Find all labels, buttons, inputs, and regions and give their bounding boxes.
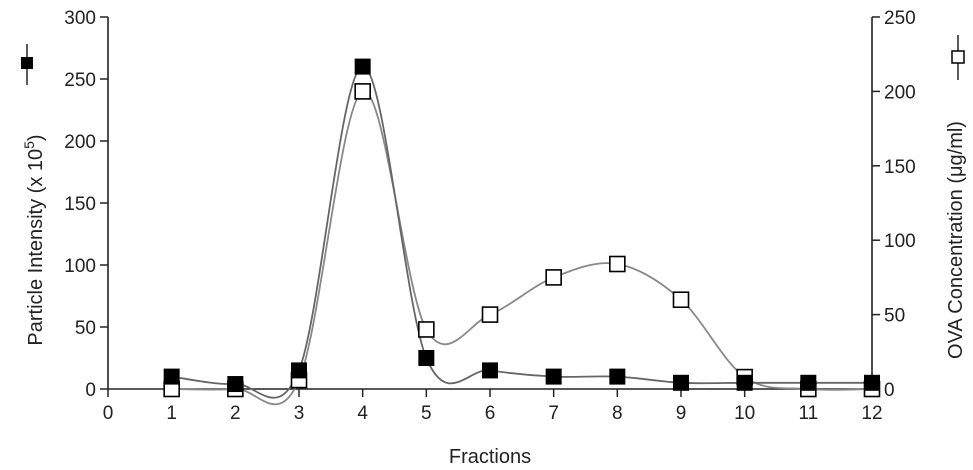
x-tick-label: 11	[798, 403, 818, 424]
ova-concentration-point	[354, 83, 371, 100]
ova-concentration-point	[545, 269, 562, 286]
y-right-tick-label: 250	[884, 8, 916, 29]
y-left-tick-label: 250	[64, 70, 96, 91]
x-tick-label: 3	[294, 403, 305, 424]
particle-intensity-point	[227, 376, 244, 393]
y-left-tick-label: 50	[75, 318, 96, 339]
particle-intensity-point	[163, 368, 180, 385]
x-tick-label: 1	[166, 403, 177, 424]
ova-concentration-point	[609, 255, 626, 273]
particle-intensity-point	[291, 362, 307, 379]
x-tick-label: 9	[676, 403, 687, 424]
legend-right-open-square	[951, 50, 965, 64]
y-left-tick-label: 300	[64, 8, 96, 29]
y-right-legend-glyph	[951, 35, 965, 80]
x-tick-label: 10	[734, 403, 755, 424]
y-left-tick-label: 100	[64, 256, 96, 277]
y-right-tick-label: 100	[884, 231, 916, 252]
ova-concentration-point	[481, 306, 499, 323]
particle-intensity-point	[545, 368, 562, 385]
ova-concentration-line	[171, 90, 873, 406]
particle-intensity-point	[354, 58, 371, 75]
ova-concentration-point	[418, 321, 435, 338]
series-markers	[163, 58, 881, 398]
x-tick-label: 6	[485, 403, 496, 424]
x-tick-label: 2	[230, 403, 241, 424]
y-left-axis-title-suffix: )	[25, 134, 47, 141]
x-tick-label: 12	[861, 403, 882, 424]
y-right-tick-label: 150	[884, 157, 916, 178]
y-right-tick-label: 0	[884, 380, 895, 401]
particle-intensity-point	[800, 374, 817, 391]
particle-intensity-point	[673, 374, 689, 391]
x-tick-label: 5	[421, 403, 432, 424]
y-left-axis-title: Particle Intensity (x 105)	[21, 134, 47, 345]
particle-intensity-point	[482, 362, 498, 379]
ova-concentration-point	[672, 291, 690, 309]
particle-intensity-point	[864, 374, 880, 391]
particle-intensity-line	[171, 65, 872, 399]
y-right-axis-title: OVA Concentration (μg/ml)	[945, 121, 967, 359]
series-lines	[171, 65, 873, 406]
x-tick-label: 4	[357, 403, 368, 424]
x-tick-label: 7	[548, 403, 559, 424]
axis-labels: Fractions Particle Intensity (x 105) OVA…	[21, 121, 967, 468]
particle-intensity-point	[609, 368, 626, 385]
particle-intensity-point	[736, 374, 753, 391]
y-left-legend-glyph	[21, 44, 33, 85]
y-left-tick-label: 150	[64, 194, 96, 215]
y-left-tick-label: 200	[64, 132, 96, 153]
x-axis-title: Fractions	[449, 446, 531, 468]
y-left-axis-title-main: Particle Intensity (x 10	[25, 149, 47, 346]
axes: 0 1 2 3 4 5 6 7 8 9 10 11 12050100150200250300050100…	[64, 8, 915, 424]
y-right-tick-label: 200	[884, 82, 916, 103]
y-left-tick-label: 0	[85, 380, 96, 401]
particle-intensity-point	[418, 350, 435, 366]
x-tick-label: 0	[103, 403, 114, 424]
x-tick-label: 8	[612, 403, 623, 424]
legend-left-filled-square	[21, 57, 33, 69]
y-right-tick-label: 50	[884, 306, 905, 327]
y-left-axis-title-exponent: 5	[21, 141, 37, 149]
